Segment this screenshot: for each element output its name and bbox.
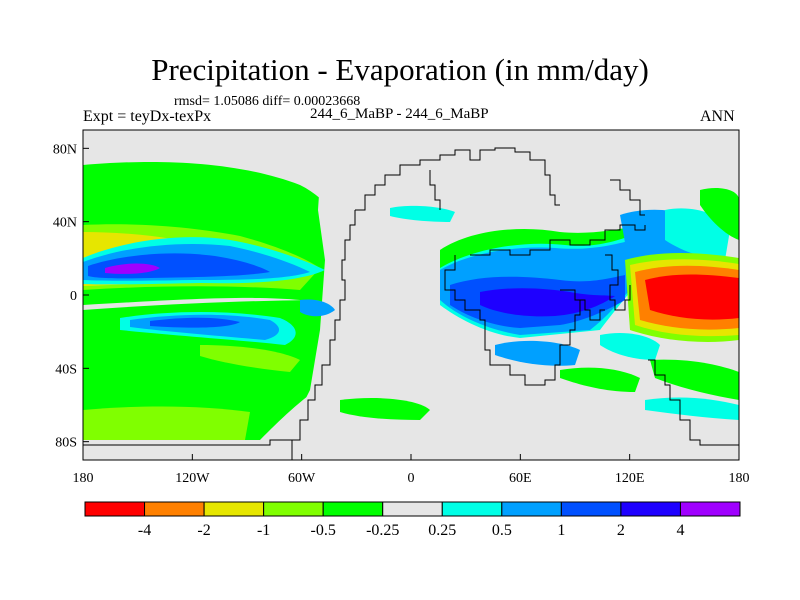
colorbar-swatch xyxy=(620,501,681,517)
x-tick-label: 180 xyxy=(73,471,94,486)
contour-darkblue-tethys xyxy=(480,288,615,317)
contour-green-south-indian xyxy=(560,367,640,392)
contour-cyan-south-indian xyxy=(600,333,660,360)
colorbar-swatch xyxy=(679,501,741,517)
y-tick-label: 40S xyxy=(55,362,77,377)
colorbar-label: -0.25 xyxy=(366,522,399,539)
colorbar-swatch xyxy=(263,501,324,517)
x-tick-label: 120E xyxy=(615,471,645,486)
colorbar-swatch xyxy=(501,501,562,517)
coastline-east-margin xyxy=(610,179,645,216)
colorbar-swatch xyxy=(144,501,205,517)
colorbar-label: -2 xyxy=(197,522,210,539)
runs-label: 244_6_MaBP - 244_6_MaBP xyxy=(310,106,489,122)
coastline-asia xyxy=(470,224,646,256)
contour-lightblue-atlantic xyxy=(300,299,335,317)
colorbar-label: 4 xyxy=(676,522,684,539)
x-tick-label: 0 xyxy=(408,471,415,486)
colorbar-swatch xyxy=(441,501,503,517)
colorbar-swatch xyxy=(560,501,622,517)
contour-green-east xyxy=(700,188,739,240)
colorbar-label: -0.5 xyxy=(311,522,336,539)
coastline-australia xyxy=(648,359,739,446)
contour-blue-south-itcz xyxy=(150,317,240,328)
x-tick-label: 180 xyxy=(729,471,750,486)
x-tick-label: 60W xyxy=(288,471,316,486)
colorbar-label: 0.5 xyxy=(492,522,512,539)
contour-cyan-atlantic xyxy=(390,205,455,222)
colorbar-swatch xyxy=(203,501,265,517)
contour-lightgreen-south xyxy=(200,345,300,372)
y-tick-label: 40N xyxy=(53,216,77,231)
contour-purple-north-itcz xyxy=(105,263,160,274)
colorbar-label: 2 xyxy=(617,522,625,539)
contour-cyan-antarctic-east xyxy=(645,397,739,420)
contour-lightblue-south-indian xyxy=(495,340,580,366)
coastline-north-american-margin xyxy=(355,147,560,211)
experiment-label: Expt = teyDx-texPx xyxy=(83,108,212,125)
contour-red-east-dry xyxy=(645,274,739,320)
colorbar-swatch xyxy=(322,501,384,517)
stats-label: rmsd= 1.05086 diff= 0.00023668 xyxy=(174,94,361,109)
colorbar-swatch xyxy=(382,501,443,517)
coastline-india xyxy=(560,289,605,321)
coastline-antarctica xyxy=(83,439,292,446)
y-tick-label: 0 xyxy=(70,289,77,304)
colorbar-label: 1 xyxy=(557,522,565,539)
y-tick-label: 80N xyxy=(53,142,77,157)
colorbar: -4 -2 -1 -0.5 -0.25 0.25 0.5 1 2 4 xyxy=(84,501,741,539)
colorbar-swatch xyxy=(84,501,146,517)
coastline-east-asia xyxy=(605,254,631,311)
chart-title: Precipitation - Evaporation (in mm/day) xyxy=(151,52,649,87)
season-label: ANN xyxy=(700,108,735,125)
colorbar-label: -4 xyxy=(138,522,151,539)
colorbar-label: -1 xyxy=(257,522,270,539)
x-axis: 180 120W 60W 0 60E 120E 180 xyxy=(73,454,750,486)
y-tick-label: 80S xyxy=(55,436,77,451)
contour-lightgreen-southern-ocean xyxy=(83,406,250,440)
coastline-africa xyxy=(444,255,581,386)
y-axis: 80N 40N 0 40S 80S xyxy=(53,142,89,451)
land-americas xyxy=(270,145,470,460)
coastlines xyxy=(83,147,739,460)
x-tick-label: 120W xyxy=(175,471,210,486)
coastline-americas xyxy=(291,210,356,460)
x-tick-label: 60E xyxy=(509,471,532,486)
colorbar-label: 0.25 xyxy=(428,522,456,539)
contour-green-southeast xyxy=(650,359,739,400)
coastline-atlantic-west xyxy=(429,170,441,210)
map-area xyxy=(83,130,739,460)
contour-green-atlantic-south xyxy=(340,398,430,420)
